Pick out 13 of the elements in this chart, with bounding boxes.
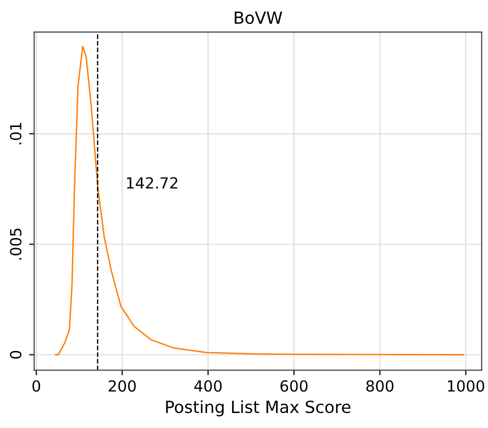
y-tick-label: .01 [10, 123, 22, 144]
x-tick-label: 0 [32, 380, 40, 392]
x-tick-label: 200 [108, 380, 136, 392]
x-tick-label: 1000 [448, 380, 484, 392]
y-tick-label: 0 [10, 350, 22, 359]
x-tick-label: 400 [194, 380, 222, 392]
chart-title: BoVW [234, 12, 282, 24]
ref-line-label: 142.72 [127, 177, 178, 188]
y-tick-label: .005 [10, 228, 22, 260]
x-axis-title: Posting List Max Score [166, 400, 350, 416]
x-tick-label: 800 [366, 380, 394, 392]
line-series [54, 46, 464, 356]
x-tick-label: 600 [280, 380, 308, 392]
